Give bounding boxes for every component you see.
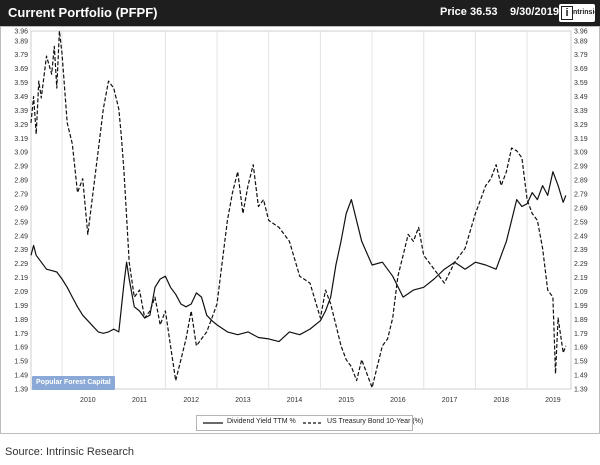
x-tick-label: 2012 [183,397,199,404]
legend-label-treasury-bond: US Treasury Bond 10-Year (%) [327,418,424,425]
date-label: 9/30/2019 [510,6,559,18]
y-tick-label-left: 2.09 [14,289,28,296]
y-tick-label-right: 2.79 [574,191,588,198]
chart-area: 3.96 3.96 3.89 3.89 3.79 3.79 3.69 3.69 3.59 3.59… [0,26,600,434]
y-tick-label-left: 3.69 [14,66,28,73]
y-tick-label-right: 3.19 [574,136,588,143]
y-tick-label-right: 3.59 [574,80,588,87]
logo-mark: i [561,6,573,20]
x-tick-label: 2011 [132,397,147,404]
y-tick-label-left: 1.59 [14,359,28,366]
price-label: Price 36.53 [440,6,498,18]
y-tick-label-left: 3.79 [14,52,28,59]
y-tick-label-right: 3.09 [574,150,588,157]
series-line-treasury-bond [30,30,567,389]
y-tick-label-left: 1.79 [14,331,28,338]
chart-title: Current Portfolio (PFPF) [8,5,158,20]
x-tick-label: 2013 [235,397,251,404]
x-tick-label: 2018 [493,397,509,404]
y-tick-label-left: 2.39 [14,247,28,254]
intrinsic-logo: i ntrinsic [559,4,599,22]
x-tick-label: 2019 [545,397,561,404]
y-tick-label-left: 3.96 [14,29,28,36]
x-tick-label: 2017 [442,397,458,404]
y-tick-label-left: 3.39 [14,108,28,115]
solid-line-swatch [203,422,223,424]
y-tick-label-right: 2.99 [574,164,588,171]
chart-legend: Dividend Yield TTM % US Treasury Bond 10… [196,415,423,431]
y-tick-label-left: 1.99 [14,303,28,310]
line-chart: 3.96 3.96 3.89 3.89 3.79 3.79 3.69 3.69 3.59 3.59… [14,29,588,405]
y-tick-label-left: 2.89 [14,178,28,185]
logo-text: ntrinsic [573,9,599,16]
y-tick-label-right: 1.69 [574,345,588,352]
x-tick-label: 2010 [80,397,96,404]
y-tick-label-right: 2.29 [574,261,588,268]
y-tick-label-left: 2.99 [14,164,28,171]
y-tick-label-right: 3.79 [574,52,588,59]
y-tick-label-left: 3.09 [14,150,28,157]
y-tick-label-right: 3.49 [574,94,588,101]
x-tick-label: 2016 [390,397,406,404]
y-tick-label-right: 3.69 [574,66,588,73]
y-tick-label-right: 1.39 [574,387,588,394]
y-tick-label-right: 2.59 [574,219,588,226]
x-tick-label: 2014 [287,397,303,404]
y-tick-label-right: 3.39 [574,108,588,115]
watermark-label: Popular Forest Capital [32,376,115,390]
x-tick-label: 2015 [338,397,354,404]
y-tick-label-left: 3.89 [14,38,28,45]
y-tick-label-left: 2.79 [14,191,28,198]
y-tick-label-right: 2.09 [574,289,588,296]
y-tick-label-left: 3.59 [14,80,28,87]
y-tick-label-left: 3.19 [14,136,28,143]
y-tick-label-left: 2.19 [14,275,28,282]
y-tick-label-left: 2.69 [14,205,28,212]
y-tick-label-right: 3.89 [574,38,588,45]
y-tick-label-right: 1.59 [574,359,588,366]
source-note: Source: Intrinsic Research [5,446,134,458]
dashed-line-swatch [303,422,323,424]
y-tick-label-left: 1.89 [14,317,28,324]
y-tick-label-right: 1.99 [574,303,588,310]
y-tick-label-left: 3.49 [14,94,28,101]
y-tick-label-left: 3.29 [14,122,28,129]
y-tick-label-right: 2.39 [574,247,588,254]
y-tick-label-right: 3.29 [574,122,588,129]
y-tick-label-right: 2.89 [574,178,588,185]
legend-label-dividend-yield: Dividend Yield TTM % [227,418,296,425]
y-tick-label-left: 1.69 [14,345,28,352]
y-tick-label-right: 2.19 [574,275,588,282]
y-tick-label-right: 1.79 [574,331,588,338]
y-tick-label-left: 2.59 [14,219,28,226]
y-tick-label-left: 2.29 [14,261,28,268]
y-tick-label-left: 1.39 [14,387,28,394]
plot-border [30,30,572,390]
y-tick-label-right: 3.96 [574,29,588,36]
chart-header: Current Portfolio (PFPF) Price 36.53 9/3… [0,0,600,26]
y-tick-label-right: 2.69 [574,205,588,212]
y-tick-label-left: 1.49 [14,373,28,380]
series-line-dividend-yield [30,171,567,343]
y-tick-label-right: 2.49 [574,233,588,240]
y-tick-label-right: 1.49 [574,373,588,380]
y-tick-label-right: 1.89 [574,317,588,324]
y-tick-label-left: 2.49 [14,233,28,240]
